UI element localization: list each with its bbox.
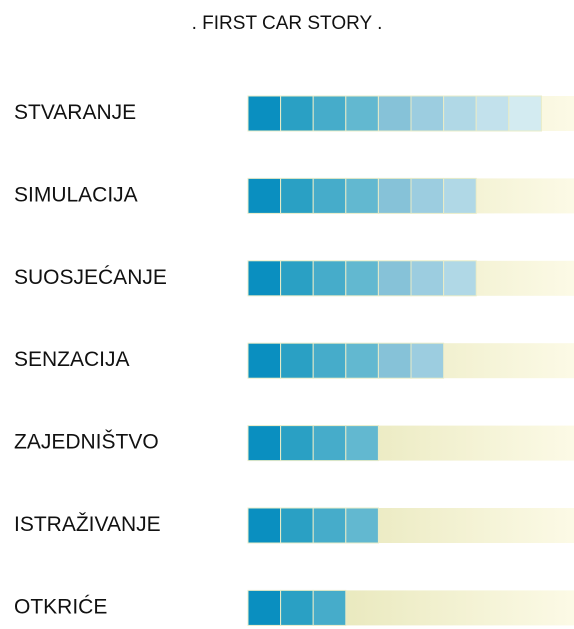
bar-segment: [247, 95, 282, 132]
bar-segment: [410, 342, 445, 379]
bar-segment: [247, 260, 282, 297]
bar-segment: [345, 425, 379, 462]
bar-segment: [280, 95, 314, 132]
bar-segment: [377, 177, 412, 214]
bar-segment: [475, 95, 510, 132]
bar-segment: [312, 342, 347, 379]
bar-segment: [345, 177, 379, 214]
bar-segment: [312, 507, 347, 544]
bar-segment: [377, 260, 412, 297]
bar: [247, 177, 477, 214]
bar-segment: [280, 260, 314, 297]
category-label: ISTRAŽIVANJE: [14, 513, 161, 536]
chart-title: . FIRST CAR STORY .: [192, 13, 383, 34]
bar-segment: [280, 177, 314, 214]
bar-segment: [377, 95, 412, 132]
bar-segment: [280, 589, 314, 626]
bar-segment: [247, 589, 282, 626]
bar-segment: [345, 342, 379, 379]
bar-segment: [247, 425, 282, 462]
bar-segment: [247, 507, 282, 544]
bar-segment: [345, 95, 379, 132]
bar-segment: [410, 260, 445, 297]
bar-segment: [443, 260, 477, 297]
bar: [247, 260, 477, 297]
category-label: ZAJEDNIŠTVO: [14, 431, 159, 454]
bar-segment: [410, 177, 445, 214]
bar-segment: [312, 260, 347, 297]
bar-segment: [345, 507, 379, 544]
category-label: SIMULACIJA: [14, 183, 138, 206]
bar-segment: [345, 260, 379, 297]
bar-segment: [410, 95, 445, 132]
category-label: SENZACIJA: [14, 348, 130, 371]
bar-segment: [312, 95, 347, 132]
bar-segment: [247, 342, 282, 379]
bar-segment: [312, 177, 347, 214]
bar: [247, 342, 445, 379]
bar-segment: [312, 589, 347, 626]
bar: [247, 425, 379, 462]
bar: [247, 507, 379, 544]
bar: [247, 95, 542, 132]
bar-segment: [443, 95, 477, 132]
category-label: STVARANJE: [14, 101, 136, 124]
bar-segment: [280, 425, 314, 462]
bar-segment: [443, 177, 477, 214]
bar-segment: [377, 342, 412, 379]
category-label: SUOSJEĆANJE: [14, 266, 167, 289]
bar-segment: [312, 425, 347, 462]
bar-segment: [280, 342, 314, 379]
bar-segment: [280, 507, 314, 544]
category-label: OTKRIĆE: [14, 595, 107, 618]
bar-segment: [508, 95, 542, 132]
bar: [247, 589, 347, 626]
bar-segment: [247, 177, 282, 214]
